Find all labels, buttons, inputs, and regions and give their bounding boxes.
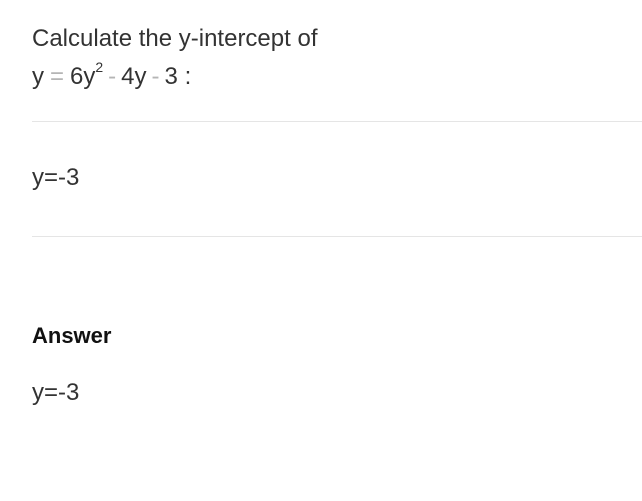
divider-1 bbox=[32, 121, 642, 122]
answer-expression: y=-3 bbox=[32, 379, 642, 407]
expr-term3: 3 bbox=[165, 63, 178, 90]
expr-exponent: 2 bbox=[95, 59, 103, 75]
expr-term2: 4y bbox=[121, 63, 146, 90]
expr-term1: 6y bbox=[70, 63, 95, 90]
equals-sign: = bbox=[44, 63, 70, 90]
expr-tail: : bbox=[185, 63, 192, 90]
divider-2 bbox=[32, 236, 642, 237]
minus-sign-2: - bbox=[147, 63, 165, 90]
step-1: y=-3 bbox=[32, 164, 642, 192]
answer-label: Answer bbox=[32, 323, 642, 349]
equals-sign-answer: = bbox=[44, 379, 58, 406]
equals-sign-step: = bbox=[44, 164, 58, 191]
question-expression: y=6y2-4y-3 : bbox=[32, 62, 642, 91]
answer-lhs: y bbox=[32, 379, 44, 406]
minus-sign-1: - bbox=[103, 63, 121, 90]
answer-rhs: -3 bbox=[58, 379, 79, 406]
step-rhs: -3 bbox=[58, 164, 79, 191]
expr-lhs: y bbox=[32, 63, 44, 90]
question-line1: Calculate the y-intercept of bbox=[32, 22, 642, 56]
step-lhs: y bbox=[32, 164, 44, 191]
